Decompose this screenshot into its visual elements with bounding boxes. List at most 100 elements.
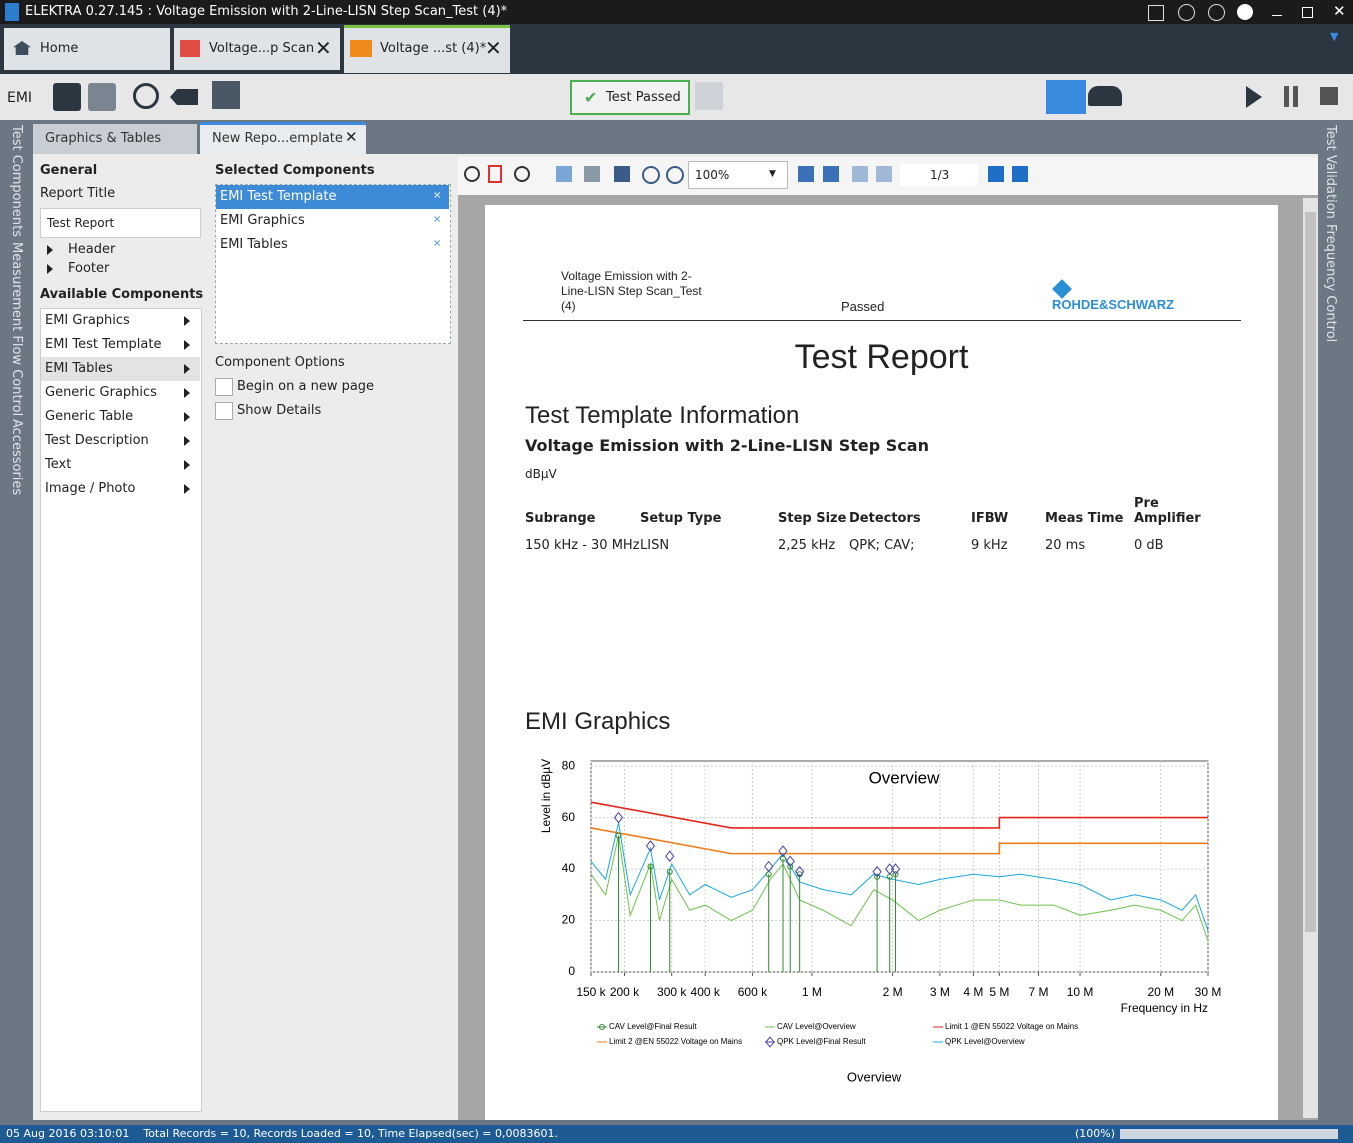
- list-item[interactable]: Text: [45, 457, 72, 472]
- pdf[interactable]: [488, 165, 502, 183]
- side-tab[interactable]: Frequency Control: [1323, 224, 1338, 343]
- submenu-arrow: [184, 364, 190, 374]
- icon[interactable]: [1148, 5, 1164, 21]
- x-axis-label: Frequency in Hz: [1121, 1001, 1208, 1015]
- heading: Component Options: [215, 355, 345, 370]
- remove[interactable]: ×: [433, 238, 442, 249]
- tab[interactable]: Voltage ...st (4)* ✕: [344, 25, 510, 73]
- remove[interactable]: ×: [433, 190, 442, 201]
- expander[interactable]: [47, 245, 53, 255]
- list-item[interactable]: Generic Graphics: [45, 385, 157, 400]
- copy[interactable]: [556, 166, 572, 182]
- data-point: [890, 863, 901, 875]
- list-item[interactable]: EMI Tables: [45, 361, 113, 376]
- table-header: Meas Time: [1045, 511, 1124, 526]
- tree-item[interactable]: Footer: [68, 261, 110, 276]
- x-tick-label: 300 k: [657, 985, 687, 999]
- status-button[interactable]: ✔ Test Passed: [570, 80, 690, 115]
- page-number: 1/3: [930, 168, 950, 182]
- panel-tab-close[interactable]: ✕: [345, 128, 358, 146]
- list-item[interactable]: Test Description: [45, 433, 149, 448]
- legend-label: CAV Level@Final Result: [609, 1022, 697, 1031]
- checkbox[interactable]: [215, 402, 233, 420]
- legend-label: CAV Level@Overview: [777, 1022, 856, 1031]
- pause[interactable]: [1284, 86, 1289, 107]
- side-tab[interactable]: Test Validation: [1323, 125, 1338, 219]
- side-tab[interactable]: Test Components: [9, 125, 24, 237]
- find[interactable]: [614, 166, 630, 182]
- attach[interactable]: [514, 166, 530, 182]
- panel-tab[interactable]: Graphics & Tables: [33, 124, 197, 154]
- zoom-out[interactable]: [666, 166, 684, 184]
- panel-tab[interactable]: New Repo...emplate ✕: [200, 122, 366, 154]
- data-point: [785, 855, 795, 868]
- remove[interactable]: ×: [433, 214, 442, 225]
- mode-button[interactable]: [1088, 86, 1122, 106]
- icon[interactable]: [1178, 4, 1195, 21]
- maximize[interactable]: [1302, 7, 1313, 18]
- dropdown[interactable]: ▼: [1330, 30, 1339, 43]
- help[interactable]: [1208, 4, 1225, 21]
- section-title: Test Template Information: [525, 402, 800, 429]
- list-item[interactable]: EMI Graphics: [220, 213, 305, 228]
- print[interactable]: [584, 166, 600, 182]
- tab[interactable]: Voltage...p Scan ✕: [174, 28, 340, 70]
- edit[interactable]: [695, 82, 723, 110]
- list-item[interactable]: Generic Table: [45, 409, 134, 424]
- list-item[interactable]: Image / Photo: [45, 481, 136, 496]
- minimize[interactable]: [1272, 15, 1282, 16]
- text-input[interactable]: Test Report: [40, 208, 201, 238]
- info[interactable]: [1237, 4, 1253, 20]
- fit-width[interactable]: [798, 166, 814, 182]
- expander[interactable]: [47, 264, 53, 274]
- page-field[interactable]: 1/3: [900, 164, 978, 186]
- refresh[interactable]: [133, 83, 159, 109]
- mode-button[interactable]: [1046, 80, 1086, 114]
- save-as[interactable]: [88, 83, 116, 111]
- zoom-select[interactable]: 100% ▼: [688, 161, 788, 189]
- save[interactable]: [53, 83, 81, 111]
- submenu-arrow: [184, 412, 190, 422]
- stop[interactable]: [1320, 87, 1338, 105]
- checkbox-label[interactable]: Show Details: [237, 403, 322, 418]
- prev-page[interactable]: [876, 166, 892, 182]
- template-name: Voltage Emission with 2-Line-LISN Step S…: [525, 436, 929, 455]
- tree-item[interactable]: Header: [68, 242, 116, 257]
- delete[interactable]: [170, 89, 198, 105]
- scroll-thumb[interactable]: [1305, 212, 1316, 932]
- side-tab[interactable]: Measurement Flow Control: [9, 242, 24, 417]
- close[interactable]: ✕: [1333, 2, 1346, 20]
- checkbox[interactable]: [215, 378, 233, 396]
- refresh[interactable]: [464, 166, 480, 182]
- first-page[interactable]: [852, 166, 868, 182]
- list-item[interactable]: EMI Test Template: [220, 189, 337, 204]
- report-header-status: Passed: [841, 299, 885, 314]
- list-item[interactable]: EMI Test Template: [45, 337, 162, 352]
- chart-caption: Overview: [847, 1069, 902, 1084]
- next-page[interactable]: [988, 166, 1004, 182]
- y-tick-label: 0: [568, 964, 575, 978]
- checkbox-label[interactable]: Begin on a new page: [237, 379, 375, 394]
- list-item[interactable]: EMI Graphics: [45, 313, 130, 328]
- x-tick-label: 10 M: [1067, 985, 1094, 999]
- table-header: Setup Type: [640, 511, 722, 526]
- add-report[interactable]: [212, 81, 240, 109]
- last-page[interactable]: [1012, 166, 1028, 182]
- scrollbar[interactable]: [1303, 198, 1318, 1118]
- tab[interactable]: Home: [4, 28, 170, 70]
- play[interactable]: [1246, 86, 1262, 108]
- y-tick-label: 60: [562, 810, 576, 824]
- zoom-in[interactable]: [642, 166, 660, 184]
- toolbar: EMI ✔ Test Passed: [0, 74, 1353, 120]
- hover-highlight: [41, 357, 200, 381]
- tab-close[interactable]: ✕: [315, 36, 332, 60]
- viewer-toolbar: 100% ▼ 1/3: [458, 157, 1318, 195]
- side-tab[interactable]: Accessories: [9, 419, 24, 496]
- fit-page[interactable]: [823, 166, 839, 182]
- list-item[interactable]: EMI Tables: [220, 237, 288, 252]
- table-cell: QPK; CAV;: [849, 538, 915, 553]
- tab-close[interactable]: ✕: [485, 36, 502, 60]
- panel-tab-label: Graphics & Tables: [45, 131, 162, 146]
- section-title: EMI Graphics: [525, 708, 671, 735]
